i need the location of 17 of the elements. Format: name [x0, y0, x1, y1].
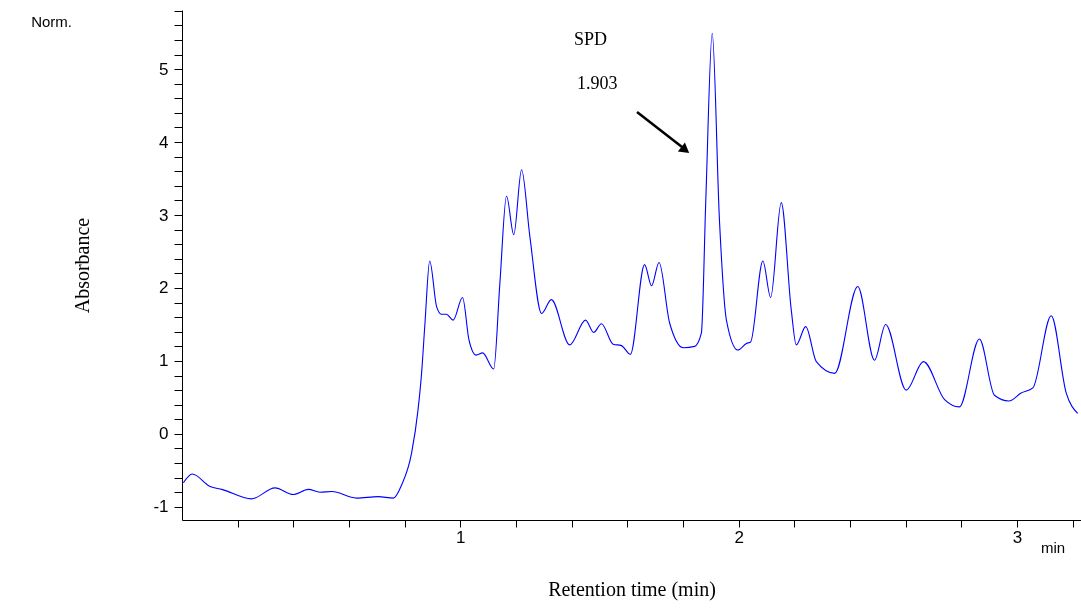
y-tick-label: -1 — [153, 497, 169, 517]
text: Norm. — [31, 13, 72, 30]
y-tick-label: 2 — [159, 278, 169, 298]
annotation: 1.903 — [577, 73, 618, 93]
x-tick-label: 1 — [456, 527, 466, 547]
y-axis-title: Absorbance — [71, 217, 94, 314]
text: min — [1041, 539, 1066, 556]
x-tick-label: 3 — [1012, 527, 1023, 547]
x-tick-label: 2 — [734, 527, 744, 547]
y-tick-label: 4 — [159, 132, 169, 152]
line-series — [182, 32, 1079, 500]
y-tick-label: 3 — [159, 205, 169, 225]
y-tick-label: 0 — [159, 424, 169, 444]
y-tick-label: 5 — [159, 59, 169, 79]
annotation: SPD — [574, 29, 608, 49]
x-axis-title: Retention time (min) — [548, 577, 716, 601]
y-tick-label: 1 — [159, 351, 169, 371]
